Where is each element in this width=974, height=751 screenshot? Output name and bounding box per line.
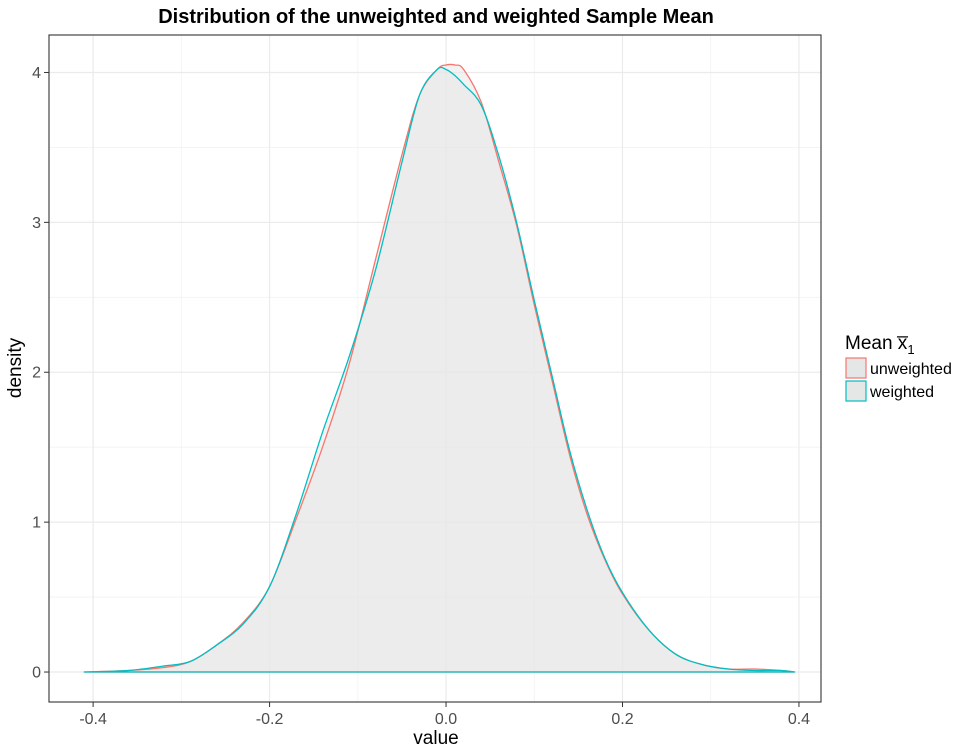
x-tick-label: 0.2 (611, 711, 633, 728)
density-lines (83, 63, 796, 673)
x-axis: -0.4 -0.2 0.0 0.2 0.4 (79, 702, 810, 728)
density-fill-weighted (84, 67, 795, 673)
chart-title: Distribution of the unweighted and weigh… (158, 6, 714, 28)
legend: Mean x̅1 unweighted weighted (845, 333, 952, 402)
x-axis-label: value (413, 728, 458, 749)
legend-items: unweighted weighted (845, 357, 952, 402)
x-tick-label: 0.4 (788, 711, 810, 728)
x-tick-label: 0.0 (435, 711, 457, 728)
legend-title-subscript: 1 (907, 342, 914, 357)
y-tick-label: 0 (32, 665, 41, 682)
legend-title: Mean x̅1 (845, 333, 915, 357)
y-axis-label: density (5, 337, 26, 398)
y-tick-label: 2 (32, 365, 41, 382)
x-tick-label: -0.2 (256, 711, 284, 728)
y-tick-label: 3 (32, 215, 41, 232)
plot-area (48, 34, 822, 703)
legend-key-weighted (845, 380, 867, 402)
legend-key-unweighted (845, 357, 867, 379)
legend-label-weighted: weighted (869, 384, 934, 401)
x-tick-label: -0.4 (79, 711, 107, 728)
legend-label-unweighted: unweighted (870, 361, 952, 378)
density-fills (84, 64, 795, 673)
y-tick-label: 4 (32, 65, 41, 82)
y-axis: 0 1 2 3 4 (32, 65, 49, 682)
legend-title-main: Mean x̅ (845, 333, 908, 354)
density-line-weighted (83, 66, 796, 673)
y-tick-label: 1 (32, 515, 41, 532)
plot-border (48, 34, 822, 703)
